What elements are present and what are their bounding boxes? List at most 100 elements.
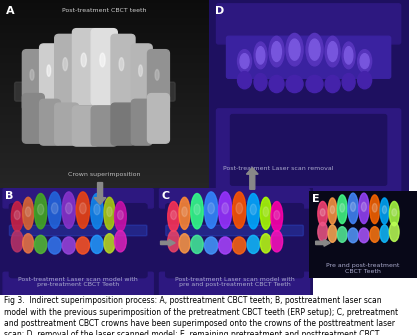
Ellipse shape xyxy=(320,209,325,216)
FancyBboxPatch shape xyxy=(148,93,169,143)
FancyBboxPatch shape xyxy=(40,99,60,145)
Ellipse shape xyxy=(100,53,105,67)
Ellipse shape xyxy=(11,202,23,231)
Ellipse shape xyxy=(76,237,90,254)
Ellipse shape xyxy=(204,192,218,228)
Ellipse shape xyxy=(328,198,337,224)
Ellipse shape xyxy=(208,203,214,214)
FancyBboxPatch shape xyxy=(131,44,152,109)
FancyBboxPatch shape xyxy=(216,109,401,193)
Ellipse shape xyxy=(271,230,283,252)
Ellipse shape xyxy=(14,210,20,219)
FancyBboxPatch shape xyxy=(166,204,303,278)
Ellipse shape xyxy=(81,53,86,67)
Ellipse shape xyxy=(330,206,334,214)
Text: Post-treatment CBCT teeth: Post-treatment CBCT teeth xyxy=(62,8,146,13)
Ellipse shape xyxy=(361,202,367,211)
Ellipse shape xyxy=(254,42,267,69)
Ellipse shape xyxy=(337,195,347,224)
FancyBboxPatch shape xyxy=(111,35,135,107)
Ellipse shape xyxy=(286,34,303,66)
Ellipse shape xyxy=(45,48,59,108)
Ellipse shape xyxy=(274,210,280,219)
Ellipse shape xyxy=(272,42,281,62)
Text: Fig 3.  Indirect superimposition process: A, posttreatment CBCT teeth; B, posttr: Fig 3. Indirect superimposition process:… xyxy=(4,296,398,335)
Ellipse shape xyxy=(325,75,340,92)
Ellipse shape xyxy=(358,72,372,89)
Ellipse shape xyxy=(219,237,232,254)
Ellipse shape xyxy=(328,225,337,242)
Ellipse shape xyxy=(182,207,187,216)
Ellipse shape xyxy=(62,192,75,228)
Ellipse shape xyxy=(48,192,61,228)
Ellipse shape xyxy=(306,34,323,66)
Ellipse shape xyxy=(115,230,126,252)
FancyBboxPatch shape xyxy=(148,50,169,111)
Ellipse shape xyxy=(25,207,31,216)
Ellipse shape xyxy=(238,72,251,89)
Ellipse shape xyxy=(359,228,369,243)
Ellipse shape xyxy=(348,193,358,224)
Ellipse shape xyxy=(238,50,251,73)
Ellipse shape xyxy=(91,194,103,229)
Ellipse shape xyxy=(51,203,58,214)
FancyBboxPatch shape xyxy=(216,4,401,44)
Ellipse shape xyxy=(138,65,142,76)
Ellipse shape xyxy=(91,235,103,254)
Ellipse shape xyxy=(370,195,379,224)
Ellipse shape xyxy=(360,54,369,69)
Ellipse shape xyxy=(179,234,190,253)
Ellipse shape xyxy=(269,75,284,92)
Ellipse shape xyxy=(60,104,78,140)
FancyBboxPatch shape xyxy=(15,82,175,101)
Ellipse shape xyxy=(194,204,200,215)
Ellipse shape xyxy=(65,203,72,214)
Ellipse shape xyxy=(286,75,303,92)
Ellipse shape xyxy=(340,203,344,212)
Ellipse shape xyxy=(348,228,358,243)
Ellipse shape xyxy=(271,202,283,231)
Text: B: B xyxy=(5,191,13,201)
Text: Crown superimposition: Crown superimposition xyxy=(68,172,141,177)
FancyBboxPatch shape xyxy=(131,99,152,145)
FancyBboxPatch shape xyxy=(73,106,98,146)
Ellipse shape xyxy=(260,197,271,229)
Ellipse shape xyxy=(97,32,116,105)
Text: D: D xyxy=(214,6,224,16)
Text: Pre and post-treatment
CBCT Teeth: Pre and post-treatment CBCT Teeth xyxy=(326,263,399,274)
Text: A: A xyxy=(6,6,15,16)
Ellipse shape xyxy=(337,227,347,242)
Ellipse shape xyxy=(171,210,176,219)
Ellipse shape xyxy=(47,65,50,76)
FancyBboxPatch shape xyxy=(9,225,147,236)
Ellipse shape xyxy=(263,207,269,216)
Ellipse shape xyxy=(358,50,372,73)
Ellipse shape xyxy=(116,39,134,107)
Ellipse shape xyxy=(233,237,246,254)
FancyBboxPatch shape xyxy=(73,29,98,105)
Ellipse shape xyxy=(62,237,75,254)
FancyBboxPatch shape xyxy=(91,29,117,105)
Ellipse shape xyxy=(254,73,267,91)
FancyBboxPatch shape xyxy=(55,35,79,107)
Ellipse shape xyxy=(23,234,34,253)
Ellipse shape xyxy=(155,69,159,80)
Ellipse shape xyxy=(382,206,387,214)
Ellipse shape xyxy=(153,54,168,110)
Ellipse shape xyxy=(260,234,271,253)
Ellipse shape xyxy=(344,47,353,64)
Ellipse shape xyxy=(240,54,249,69)
Ellipse shape xyxy=(350,202,356,211)
Ellipse shape xyxy=(309,39,320,60)
FancyBboxPatch shape xyxy=(23,93,44,143)
Ellipse shape xyxy=(23,197,34,229)
FancyBboxPatch shape xyxy=(23,50,44,111)
Ellipse shape xyxy=(392,209,397,216)
Ellipse shape xyxy=(380,198,389,224)
Ellipse shape xyxy=(306,75,323,92)
Ellipse shape xyxy=(153,94,168,139)
Ellipse shape xyxy=(380,225,389,242)
Ellipse shape xyxy=(45,100,59,140)
Ellipse shape xyxy=(247,235,259,254)
Text: Post-treatment Laser scan model with
pre-treatment CBCT Teeth: Post-treatment Laser scan model with pre… xyxy=(18,277,138,287)
